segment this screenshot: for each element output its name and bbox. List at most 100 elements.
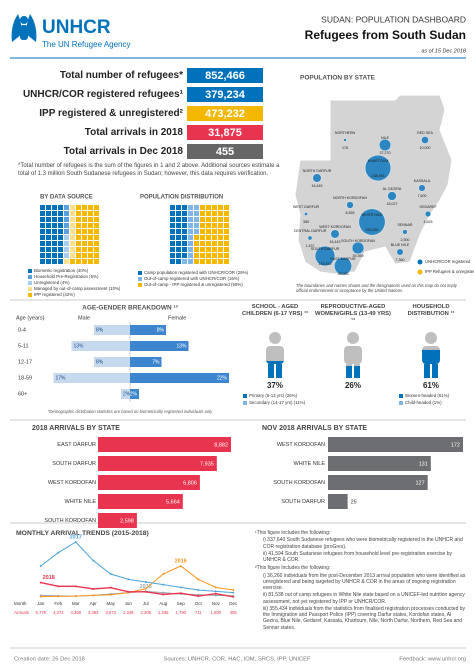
point: [74, 595, 77, 598]
state-bubble: [358, 208, 386, 236]
state-value: 16,445: [312, 184, 323, 188]
waffle-cell: [52, 229, 57, 234]
note: *Demographic distribution statistics are…: [48, 409, 213, 414]
bar: [328, 456, 431, 471]
month-label: Apr: [90, 601, 98, 606]
waffle-cell: [58, 253, 63, 258]
waffle-cell: [206, 241, 211, 246]
footnote: iii) 355,434 individuals from the statis…: [263, 605, 466, 631]
waffle-cell: [182, 223, 187, 228]
kicker: SUDAN: POPULATION DASHBOARD: [321, 14, 466, 24]
footer-text: Feedback: www.unhcr.org: [399, 657, 466, 663]
value-label: 5,664: [166, 499, 180, 505]
month-label: Jul: [143, 601, 149, 606]
waffle-cell: [206, 217, 211, 222]
waffle-cell: [176, 217, 181, 222]
waffle-cell: [94, 235, 99, 240]
waffle-cell: [218, 223, 223, 228]
waffle-cell: [82, 205, 87, 210]
arrival-label: 3,873: [106, 610, 117, 615]
footer-text: Creation date: 26 Dec 2018: [14, 657, 85, 663]
state-value: 37,270: [380, 151, 391, 155]
waffle-cell: [82, 211, 87, 216]
waffle-cell: [82, 229, 87, 234]
point: [74, 541, 77, 543]
waffle-cell: [82, 247, 87, 252]
point: [214, 592, 217, 595]
waffle-cell: [94, 253, 99, 258]
state-value: 18,027: [387, 202, 398, 206]
waffle-cell: [40, 241, 45, 246]
age-label: 12-17: [18, 359, 32, 365]
waffle-cell: [46, 205, 51, 210]
waffle-cell: [58, 229, 63, 234]
arrival-label: 455: [230, 610, 238, 615]
legend-swatch: [243, 394, 247, 398]
point: [232, 591, 235, 594]
waffle-cell: [182, 217, 187, 222]
waffle-cell: [224, 235, 229, 240]
waffle-cell: [218, 241, 223, 246]
series-label: 2015: [140, 584, 152, 590]
waffle-cell: [182, 247, 187, 252]
section-title: NOV 2018 ARRIVALS BY STATE: [262, 425, 367, 432]
month-label: Aug: [159, 601, 168, 606]
state-bubble: [421, 136, 429, 144]
category-label: WEST KORDOFAN: [277, 442, 325, 448]
waffle-cell: [88, 259, 93, 264]
arrival-label: 1,335: [158, 610, 169, 615]
point: [232, 589, 235, 591]
waffle-cell: [188, 229, 193, 234]
map-title: POPULATION BY STATE: [300, 75, 376, 82]
month-label: Oct: [195, 601, 203, 606]
waffle-cell: [70, 259, 75, 264]
waffle-cell: [212, 205, 217, 210]
waffle-cell: [76, 217, 81, 222]
figure-value: 31,875: [208, 127, 242, 139]
waffle-cell: [40, 205, 45, 210]
waffle-cell: [88, 241, 93, 246]
age-label: 18-59: [18, 375, 32, 381]
waffle-cell: [70, 235, 75, 240]
waffle-cell: [200, 217, 205, 222]
legend-label: Biometric registration (40%): [34, 268, 89, 273]
arrival-label: 1,600: [211, 610, 222, 615]
waffle-cell: [76, 235, 81, 240]
waffle-cell: [206, 235, 211, 240]
waffle-cell: [94, 211, 99, 216]
male-bar: [121, 389, 130, 399]
waffle-cell: [82, 235, 87, 240]
female-bar: [130, 325, 166, 335]
state-name: KHARTOUM: [368, 159, 388, 163]
waffle-cell: [52, 217, 57, 222]
section-title: AGE-GENDER BREAKDOWN ¹³: [82, 305, 179, 312]
waffle-cell: [206, 223, 211, 228]
value-label: 8,882: [214, 442, 228, 448]
category-label: WEST KORDOFAN: [48, 480, 96, 486]
bar: [328, 437, 463, 452]
month-label: Mar: [72, 601, 80, 606]
waffle-cell: [206, 229, 211, 234]
figure-box: [187, 144, 263, 159]
month-label: Feb: [54, 601, 62, 606]
point: [144, 587, 147, 590]
waffle-cell: [70, 211, 75, 216]
waffle-cell: [170, 247, 175, 252]
group-value: 26%: [345, 381, 361, 390]
waffle-cell: [200, 259, 205, 264]
waffle-cell: [224, 229, 229, 234]
waffle-cell: [224, 247, 229, 252]
state-name: EAST DARFUR: [330, 257, 356, 261]
legend-label: UNHCR/COR registered: [425, 259, 471, 264]
point: [197, 595, 200, 598]
state-bubble: [312, 173, 322, 183]
month-label: Nov: [212, 601, 221, 606]
value-label: 2,598: [120, 518, 134, 524]
waffle-cell: [176, 205, 181, 210]
waffle-cell: [170, 241, 175, 246]
legend-swatch: [138, 277, 142, 281]
waffle-cell: [212, 229, 217, 234]
state-bubble: [378, 138, 392, 152]
waffle-cell: [194, 211, 199, 216]
